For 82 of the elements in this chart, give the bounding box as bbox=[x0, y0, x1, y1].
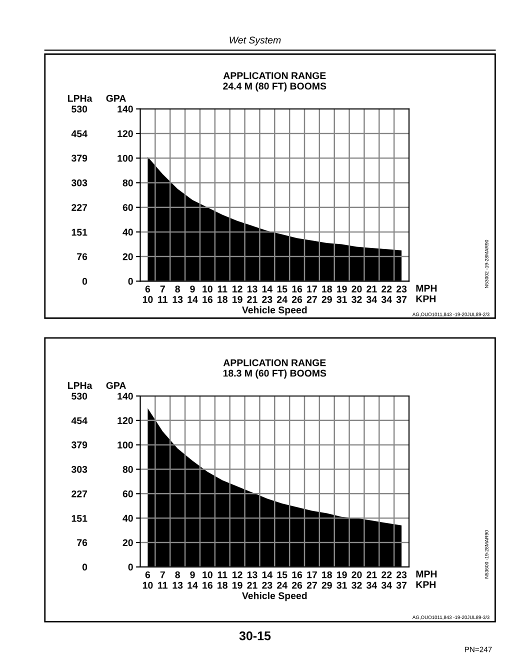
chart-title: APPLICATION RANGE 24.4 M (80 FT) BOOMS bbox=[223, 72, 326, 92]
x-axis-title: Vehicle Speed bbox=[242, 592, 307, 602]
y2-tick-label: 454 bbox=[71, 130, 88, 138]
y2-tick-label: 76 bbox=[77, 539, 88, 546]
x-tick-label: 6 10 bbox=[142, 286, 153, 303]
x-tick-label: 17 27 bbox=[306, 286, 317, 303]
x-tick-label: 15 24 bbox=[277, 286, 288, 303]
x-tick-label: 22 34 bbox=[381, 286, 392, 303]
y2-axis-title: LPHa bbox=[68, 95, 92, 102]
y-tick-label: 140 bbox=[118, 106, 133, 113]
y-tick-label: 60 bbox=[122, 204, 133, 211]
x-tick-label: 15 24 bbox=[277, 571, 288, 589]
x-tick-label: 6 10 bbox=[142, 571, 153, 589]
y2-tick-label: 0 bbox=[82, 278, 88, 285]
y2-axis-title: LPHa bbox=[68, 382, 92, 389]
y2-tick-label: 227 bbox=[72, 204, 88, 211]
x-tick-label: 12 19 bbox=[232, 286, 242, 303]
x-tick-label: 13 21 bbox=[247, 286, 258, 303]
x-tick-label: 20 32 bbox=[352, 571, 362, 589]
x-tick-label: 7 11 bbox=[158, 286, 168, 303]
y2-tick-label: 530 bbox=[72, 392, 88, 400]
y2-tick-label: 454 bbox=[71, 417, 88, 424]
x-tick-label: 16 26 bbox=[292, 571, 302, 589]
y-tick-label: 120 bbox=[118, 130, 133, 138]
x-tick-label: 14 23 bbox=[262, 571, 273, 589]
x-tick-label: 8 13 bbox=[172, 286, 183, 303]
x-tick-label: 23 37 bbox=[396, 286, 407, 303]
y2-tick-label: 303 bbox=[71, 179, 88, 186]
text: MPH bbox=[416, 284, 437, 292]
x-tick-label: 7 11 bbox=[158, 571, 168, 589]
x-tick-label: 21 34 bbox=[366, 286, 378, 303]
x-tick-label: 8 13 bbox=[172, 571, 183, 589]
chart-title: APPLICATION RANGE 18.3 M (60 FT) BOOMS bbox=[223, 359, 326, 379]
x-tick-label: 10 16 bbox=[202, 571, 212, 589]
x-tick-label: 12 19 bbox=[232, 571, 242, 589]
text: 30-15 bbox=[239, 631, 271, 640]
y-tick-label: 0 bbox=[128, 564, 133, 571]
x-tick-label: 16 26 bbox=[292, 286, 302, 303]
x-tick-label: 19 31 bbox=[336, 286, 347, 303]
y2-tick-label: 303 bbox=[71, 466, 88, 473]
x-axis-title: Vehicle Speed bbox=[242, 306, 307, 316]
text: KPH bbox=[416, 581, 436, 588]
x-tick-label: 17 27 bbox=[306, 571, 317, 589]
y-tick-label: 40 bbox=[122, 514, 133, 522]
x-tick-label: 18 29 bbox=[322, 571, 332, 589]
y2-tick-label: 151 bbox=[72, 228, 88, 236]
y2-tick-label: 227 bbox=[72, 490, 88, 498]
x-tick-label: 9 14 bbox=[188, 571, 198, 589]
y-tick-label: 0 bbox=[128, 278, 133, 285]
y-tick-label: 140 bbox=[118, 392, 133, 400]
y-tick-label: 40 bbox=[122, 228, 133, 236]
y-axis-title: GPA bbox=[106, 382, 126, 389]
y2-tick-label: 379 bbox=[71, 441, 88, 448]
text: Wet System bbox=[230, 36, 281, 46]
x-tick-label: 18 29 bbox=[322, 286, 332, 303]
x-tick-label: 10 16 bbox=[202, 286, 212, 303]
text: KPH bbox=[416, 295, 436, 302]
y2-tick-label: 151 bbox=[72, 515, 88, 522]
x-tick-label: 20 32 bbox=[352, 286, 362, 303]
y-axis-title: GPA bbox=[106, 94, 126, 102]
y-tick-label: 80 bbox=[122, 466, 133, 473]
x-tick-label: 9 14 bbox=[188, 286, 198, 303]
y-tick-label: 100 bbox=[118, 154, 133, 162]
x-tick-label: 13 21 bbox=[247, 571, 258, 589]
y-tick-label: 120 bbox=[118, 417, 133, 424]
x-tick-label: 23 37 bbox=[396, 571, 407, 589]
x-tick-label: 11 18 bbox=[218, 286, 228, 303]
x-tick-label: 11 18 bbox=[218, 571, 228, 589]
x-tick-label: 14 23 bbox=[262, 286, 273, 303]
y-tick-label: 80 bbox=[122, 179, 133, 186]
y2-tick-label: 379 bbox=[71, 154, 88, 162]
text: MPH bbox=[416, 570, 437, 578]
y-tick-label: 20 bbox=[122, 253, 133, 260]
y2-tick-label: 76 bbox=[77, 253, 88, 260]
x-tick-label: 22 34 bbox=[381, 571, 392, 589]
y-tick-label: 20 bbox=[122, 539, 133, 546]
x-tick-label: 19 31 bbox=[336, 571, 347, 589]
y2-tick-label: 0 bbox=[82, 564, 88, 571]
y-tick-label: 100 bbox=[118, 442, 133, 448]
y2-tick-label: 530 bbox=[72, 106, 88, 113]
x-tick-label: 21 34 bbox=[366, 571, 378, 589]
y-tick-label: 60 bbox=[122, 490, 133, 498]
